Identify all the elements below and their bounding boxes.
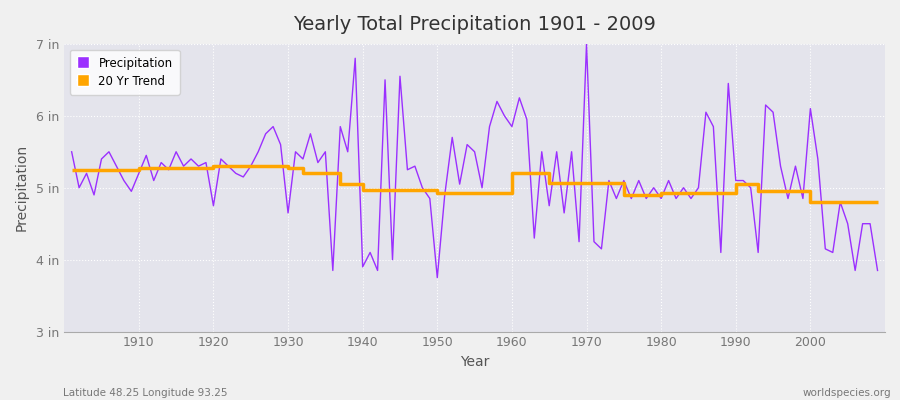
Text: worldspecies.org: worldspecies.org — [803, 388, 891, 398]
Y-axis label: Precipitation: Precipitation — [15, 144, 29, 231]
Title: Yearly Total Precipitation 1901 - 2009: Yearly Total Precipitation 1901 - 2009 — [293, 15, 656, 34]
Text: Latitude 48.25 Longitude 93.25: Latitude 48.25 Longitude 93.25 — [63, 388, 228, 398]
X-axis label: Year: Year — [460, 355, 490, 369]
Legend: Precipitation, 20 Yr Trend: Precipitation, 20 Yr Trend — [70, 50, 180, 95]
